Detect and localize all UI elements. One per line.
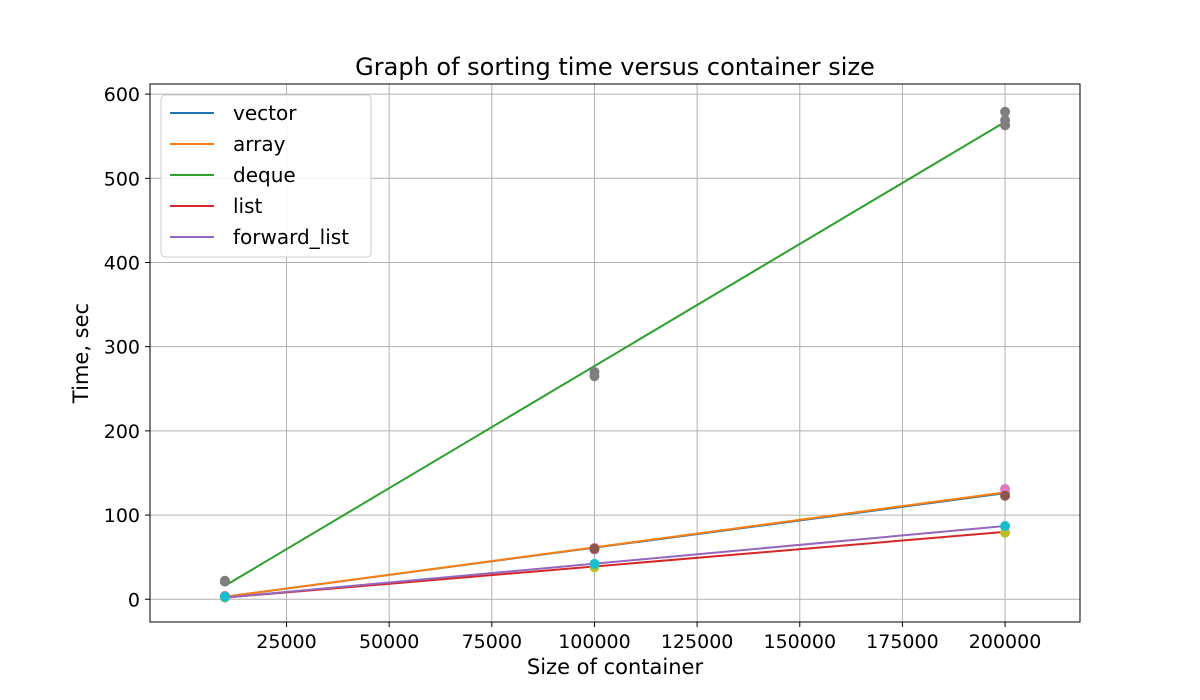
y-tick-label: 600 [104,84,140,106]
series-line-array [224,491,1006,598]
series-line-forward-list [224,525,1006,599]
legend-label-array: array [233,132,286,156]
legend-label-deque: deque [233,163,296,187]
x-tick-label: 50000 [359,631,419,653]
x-tick-label: 25000 [256,631,316,653]
y-tick-label: 0 [128,589,140,611]
y-tick-label: 100 [104,505,140,527]
tick-layer: 25000 50000 75000 100000 125000 150000 175000 2… [104,84,1042,653]
scatter-point [589,558,600,569]
x-tick-label: 100000 [558,631,631,653]
legend-label-list: list [233,194,263,218]
legend-label-vector: vector [233,101,297,125]
x-tick-label: 125000 [661,631,734,653]
legend-box [160,94,372,258]
y-tick-label: 500 [104,168,140,190]
y-tick-label: 200 [104,421,140,443]
y-axis-label: Time, sec [69,303,93,404]
y-tick-label: 400 [104,252,140,274]
x-tick-label: 175000 [866,631,939,653]
scatter-point [1000,115,1011,126]
grid-layer [150,84,1080,622]
x-tick-label: 75000 [462,631,522,653]
series-layer [224,121,1006,599]
scatter-layer [219,106,1011,603]
scatter-point [589,366,600,377]
scatter-point [219,575,230,586]
x-tick-label: 200000 [969,631,1042,653]
scatter-point [589,543,600,554]
series-line-deque [224,121,1006,587]
chart-title: Graph of sorting time versus container s… [355,53,875,81]
scatter-point [219,591,230,602]
x-tick-label: 150000 [764,631,837,653]
legend-label-forward-list: forward_list [233,225,349,249]
x-axis-label: Size of container [527,655,704,679]
plot-frame [149,83,1081,623]
y-tick-label: 300 [104,337,140,359]
scatter-point [1000,521,1011,532]
scatter-point [1000,490,1011,501]
scatter-point [1000,106,1011,117]
legend: vector array deque list forward_list [160,94,372,258]
